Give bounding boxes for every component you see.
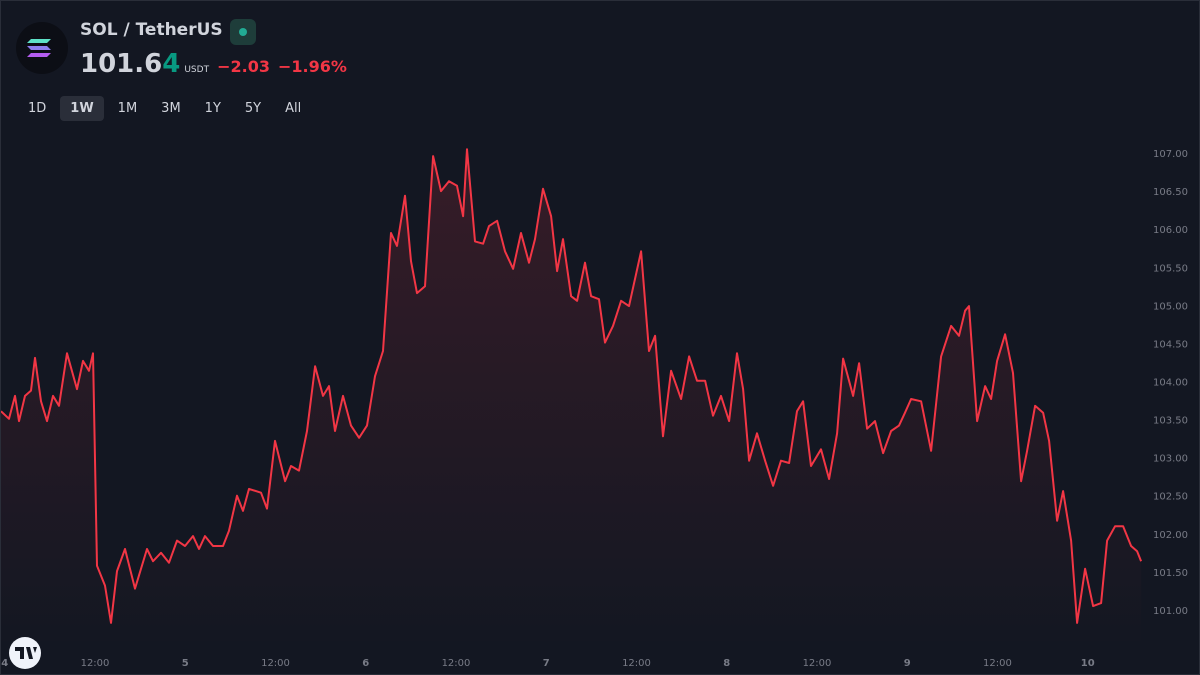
x-tick-label: 7	[543, 658, 550, 669]
y-tick-label: 103.50	[1153, 416, 1188, 427]
timeframe-selector: 1D 1W 1M 3M 1Y 5Y All	[18, 96, 311, 121]
y-tick-label: 101.50	[1153, 568, 1188, 579]
timeframe-button[interactable]: 1D	[28, 101, 47, 116]
y-tick-label: 104.50	[1153, 339, 1188, 350]
x-tick-label: 6	[362, 658, 369, 669]
y-tick-label: 106.50	[1153, 187, 1188, 198]
x-tick-label: 9	[904, 658, 911, 669]
timeframe-button[interactable]: 1M	[117, 101, 138, 116]
currency: USDT	[184, 65, 210, 75]
y-tick-label: 107.00	[1153, 149, 1188, 160]
timeframe-button[interactable]: 3M	[161, 101, 181, 116]
price: 101.6	[80, 49, 163, 79]
x-tick-label: 12:00	[983, 658, 1012, 669]
y-tick-label: 105.00	[1153, 301, 1188, 312]
x-tick-label: 12:00	[261, 658, 290, 669]
price-change: −2.03	[217, 57, 270, 76]
y-tick-label: 101.00	[1153, 606, 1188, 617]
y-tick-label: 106.00	[1153, 225, 1188, 236]
timeframe-button[interactable]: 5Y	[244, 101, 262, 116]
y-tick-label: 105.50	[1153, 263, 1188, 274]
x-tick-label: 12:00	[622, 658, 651, 669]
price-line	[1, 148, 1143, 624]
x-tick-label: 10	[1081, 658, 1095, 669]
price-row: 101.6 4 USDT −2.03 −1.96%	[80, 49, 355, 79]
x-tick-label: 8	[723, 658, 730, 669]
x-tick-label: 12:00	[442, 658, 471, 669]
pair-title: SOL / TetherUS	[80, 20, 223, 40]
x-tick-label: 5	[182, 658, 189, 669]
timeframe-button[interactable]: 1Y	[204, 101, 221, 116]
timeframe-button[interactable]: All	[285, 101, 302, 116]
market-status-badge[interactable]	[230, 19, 256, 45]
area-fill	[1, 149, 1142, 648]
y-tick-label: 102.00	[1153, 530, 1188, 541]
x-tick-label: 4	[1, 658, 8, 669]
price-change-percent: −1.96%	[277, 57, 347, 76]
timeframe-button[interactable]: 1W	[60, 96, 104, 121]
y-tick-label: 102.50	[1153, 492, 1188, 503]
x-tick-label: 12:00	[81, 658, 110, 669]
x-tick-label: 12:00	[803, 658, 832, 669]
price-last-digit: 4	[162, 49, 181, 79]
y-tick-label: 104.00	[1153, 377, 1188, 388]
logo	[16, 22, 68, 74]
tradingview-logo[interactable]	[9, 637, 41, 669]
y-tick-label: 103.00	[1153, 454, 1188, 465]
